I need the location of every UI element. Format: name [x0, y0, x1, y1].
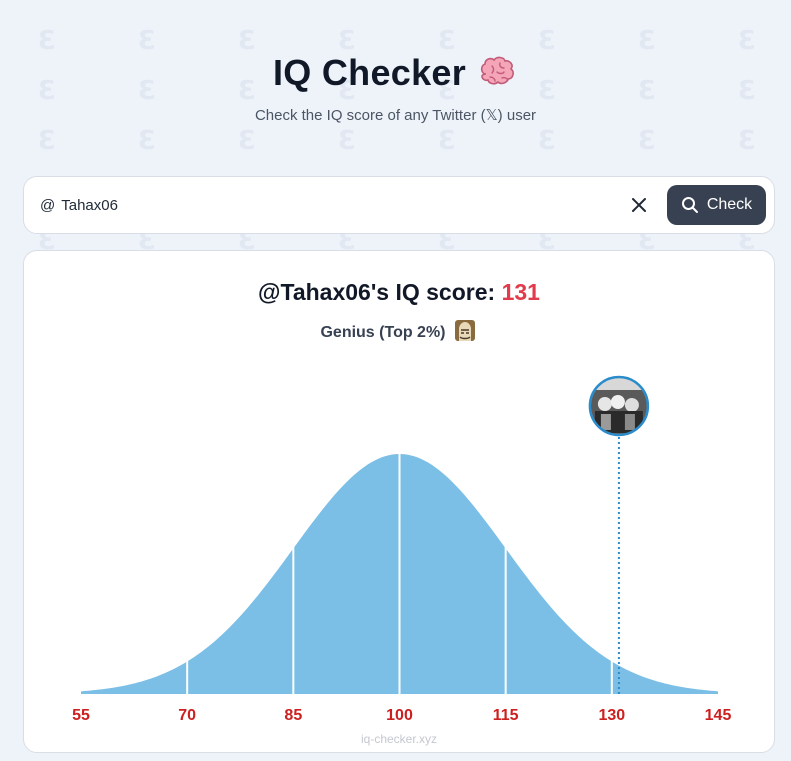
result-card: 55 70 85 100 115 130 145 @Tahax06's IQ score: … — [23, 250, 775, 753]
score-prefix: @Tahax06's IQ score: — [258, 279, 496, 305]
rank-label: Genius (Top 2%) — [320, 323, 446, 341]
search-bar: @ Check — [23, 176, 775, 234]
username-input[interactable] — [61, 196, 625, 214]
close-icon — [632, 198, 646, 212]
rank-line: Genius (Top 2%) — [24, 317, 774, 348]
x-tick-label: 145 — [705, 707, 732, 724]
genius-icon — [452, 317, 478, 348]
user-avatar — [590, 378, 647, 434]
x-tick-label: 70 — [178, 707, 196, 724]
clear-button[interactable] — [625, 191, 653, 219]
check-button-label: Check — [706, 196, 753, 213]
score-value: 131 — [501, 279, 540, 305]
brain-icon — [478, 56, 518, 90]
watermark: iq-checker.xyz — [360, 732, 438, 746]
search-icon — [681, 197, 698, 213]
x-tick-label: 55 — [72, 707, 90, 724]
score-heading: @Tahax06's IQ score: 131 — [24, 279, 774, 306]
x-tick-label: 115 — [493, 707, 519, 724]
at-prefix: @ — [40, 196, 56, 214]
title-text: IQ Checker — [272, 52, 467, 93]
check-button[interactable]: Check — [667, 185, 766, 225]
page-subtitle: Check the IQ score of any Twitter (𝕏) us… — [254, 107, 537, 124]
iq-distribution-chart: 55 70 85 100 115 130 145 — [72, 375, 732, 724]
x-tick-label: 100 — [386, 707, 413, 724]
avatar-ring — [588, 375, 650, 437]
page-header: IQ Checker Check the IQ score of any Twi… — [0, 52, 791, 124]
page-title: IQ Checker — [273, 52, 518, 94]
x-tick-label: 85 — [284, 707, 302, 724]
x-tick-label: 130 — [598, 707, 625, 724]
